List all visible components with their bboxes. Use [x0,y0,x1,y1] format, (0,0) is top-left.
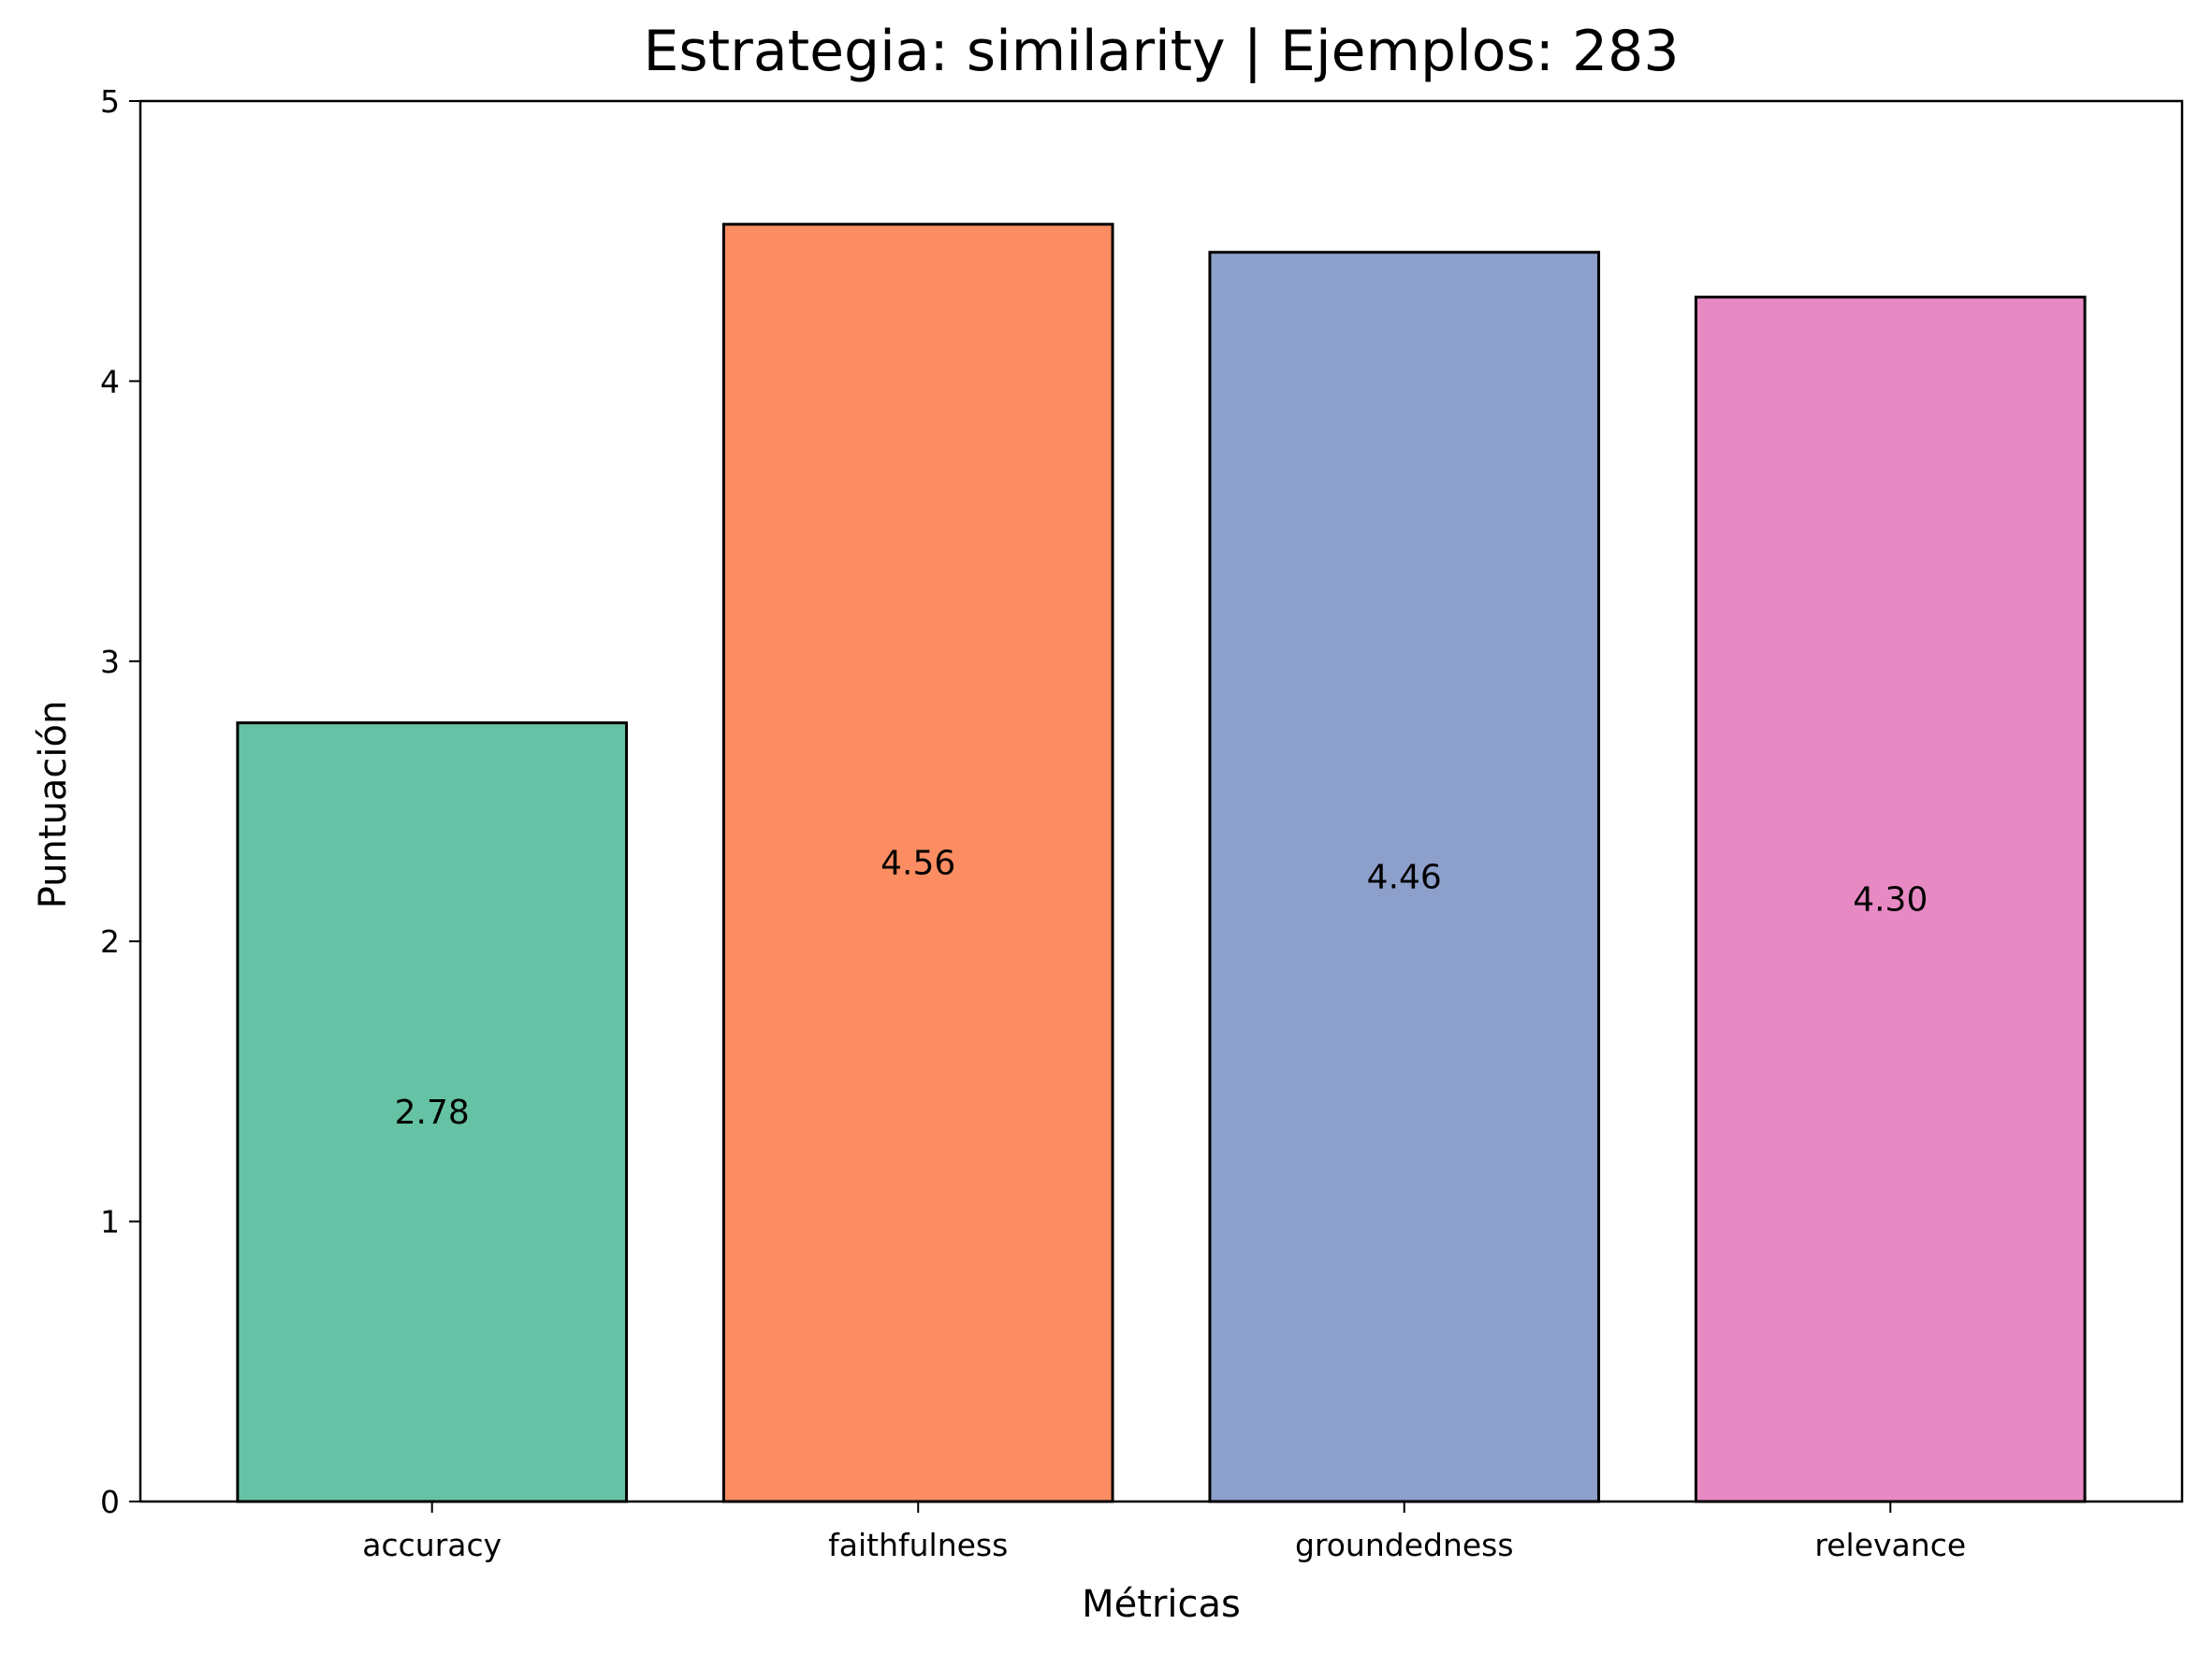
bar-faithfulness [721,223,1114,1503]
bar-value-label-relevance: 4.30 [1853,880,1928,919]
axes-frame [138,99,2184,1503]
y-tick-label-0: 0 [100,1484,120,1520]
bar-relevance [1694,296,2087,1503]
y-tick-label-4: 4 [100,363,120,399]
y-tick-label-5: 5 [100,83,120,120]
y-tick-label-1: 1 [100,1204,120,1240]
x-tick-label-faithfulness: faithfulness [828,1527,1008,1563]
x-tick-label-accuracy: accuracy [362,1527,502,1563]
x-tick-label-relevance: relevance [1814,1527,1966,1563]
bar-value-label-accuracy: 2.78 [395,1094,470,1132]
y-tick-label-3: 3 [100,644,120,680]
bar-accuracy [236,721,629,1503]
y-axis-label: Puntuación [32,701,75,909]
bar-groundedness [1208,251,1601,1503]
bar-value-label-faithfulness: 4.56 [880,844,955,882]
bar-value-label-groundedness: 4.46 [1367,858,1442,896]
y-tick-label-2: 2 [100,923,120,960]
x-tick-label-groundedness: groundedness [1295,1527,1514,1563]
x-axis-label: Métricas [1082,1583,1241,1626]
chart-title: Estrategia: similarity | Ejemplos: 283 [643,19,1679,84]
plot-area: 2.78 accuracy 4.56 faithfulness 4.46 grounded… [100,83,2184,1563]
